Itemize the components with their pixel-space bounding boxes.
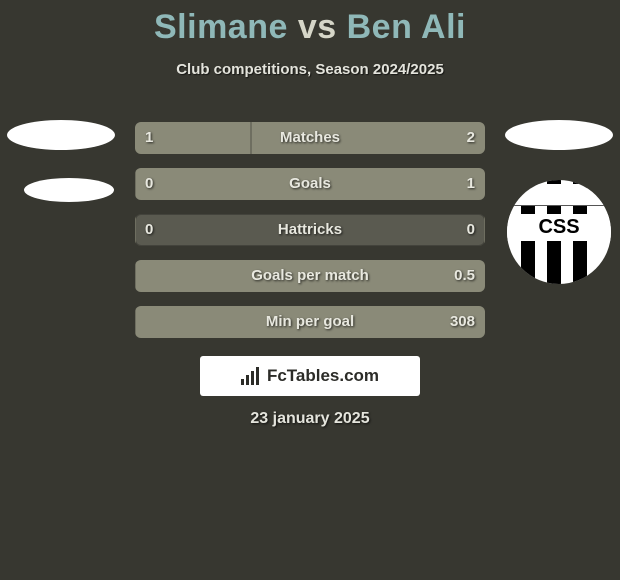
snapshot-date: 23 january 2025 [0, 410, 620, 428]
stat-bars: 1Matches20Goals10Hattricks0Goals per mat… [135, 122, 485, 352]
branding-text: FcTables.com [267, 366, 379, 386]
stat-bar: 0Hattricks0 [135, 214, 485, 246]
stat-value-right: 0.5 [454, 260, 475, 292]
player2-icons: CSS [504, 120, 614, 284]
comparison-title: Slimane vs Ben Ali [0, 0, 620, 47]
stat-value-right: 1 [467, 168, 475, 200]
stat-value-right: 2 [467, 122, 475, 154]
player2-name: Ben Ali [347, 8, 466, 46]
stat-value-right: 0 [467, 214, 475, 246]
player2-placeholder-icon [505, 120, 613, 150]
subtitle: Club competitions, Season 2024/2025 [0, 61, 620, 78]
club-badge-text: CSS [507, 214, 611, 241]
bar-chart-icon [241, 367, 263, 385]
player1-icons [6, 120, 116, 230]
player2-club-badge: CSS [507, 180, 611, 284]
player1-club-placeholder-icon [24, 178, 114, 202]
branding-badge: FcTables.com [200, 356, 420, 396]
stat-bar: 0Goals1 [135, 168, 485, 200]
stat-bar: Min per goal308 [135, 306, 485, 338]
vs-text: vs [298, 8, 337, 46]
stat-bar: Goals per match0.5 [135, 260, 485, 292]
stat-label: Hattricks [135, 214, 485, 246]
player1-name: Slimane [154, 8, 288, 46]
stat-label: Goals per match [135, 260, 485, 292]
stat-label: Matches [135, 122, 485, 154]
stat-label: Goals [135, 168, 485, 200]
stat-value-right: 308 [450, 306, 475, 338]
club-badge-arc [511, 184, 607, 206]
player1-placeholder-icon [7, 120, 115, 150]
stat-bar: 1Matches2 [135, 122, 485, 154]
stat-label: Min per goal [135, 306, 485, 338]
